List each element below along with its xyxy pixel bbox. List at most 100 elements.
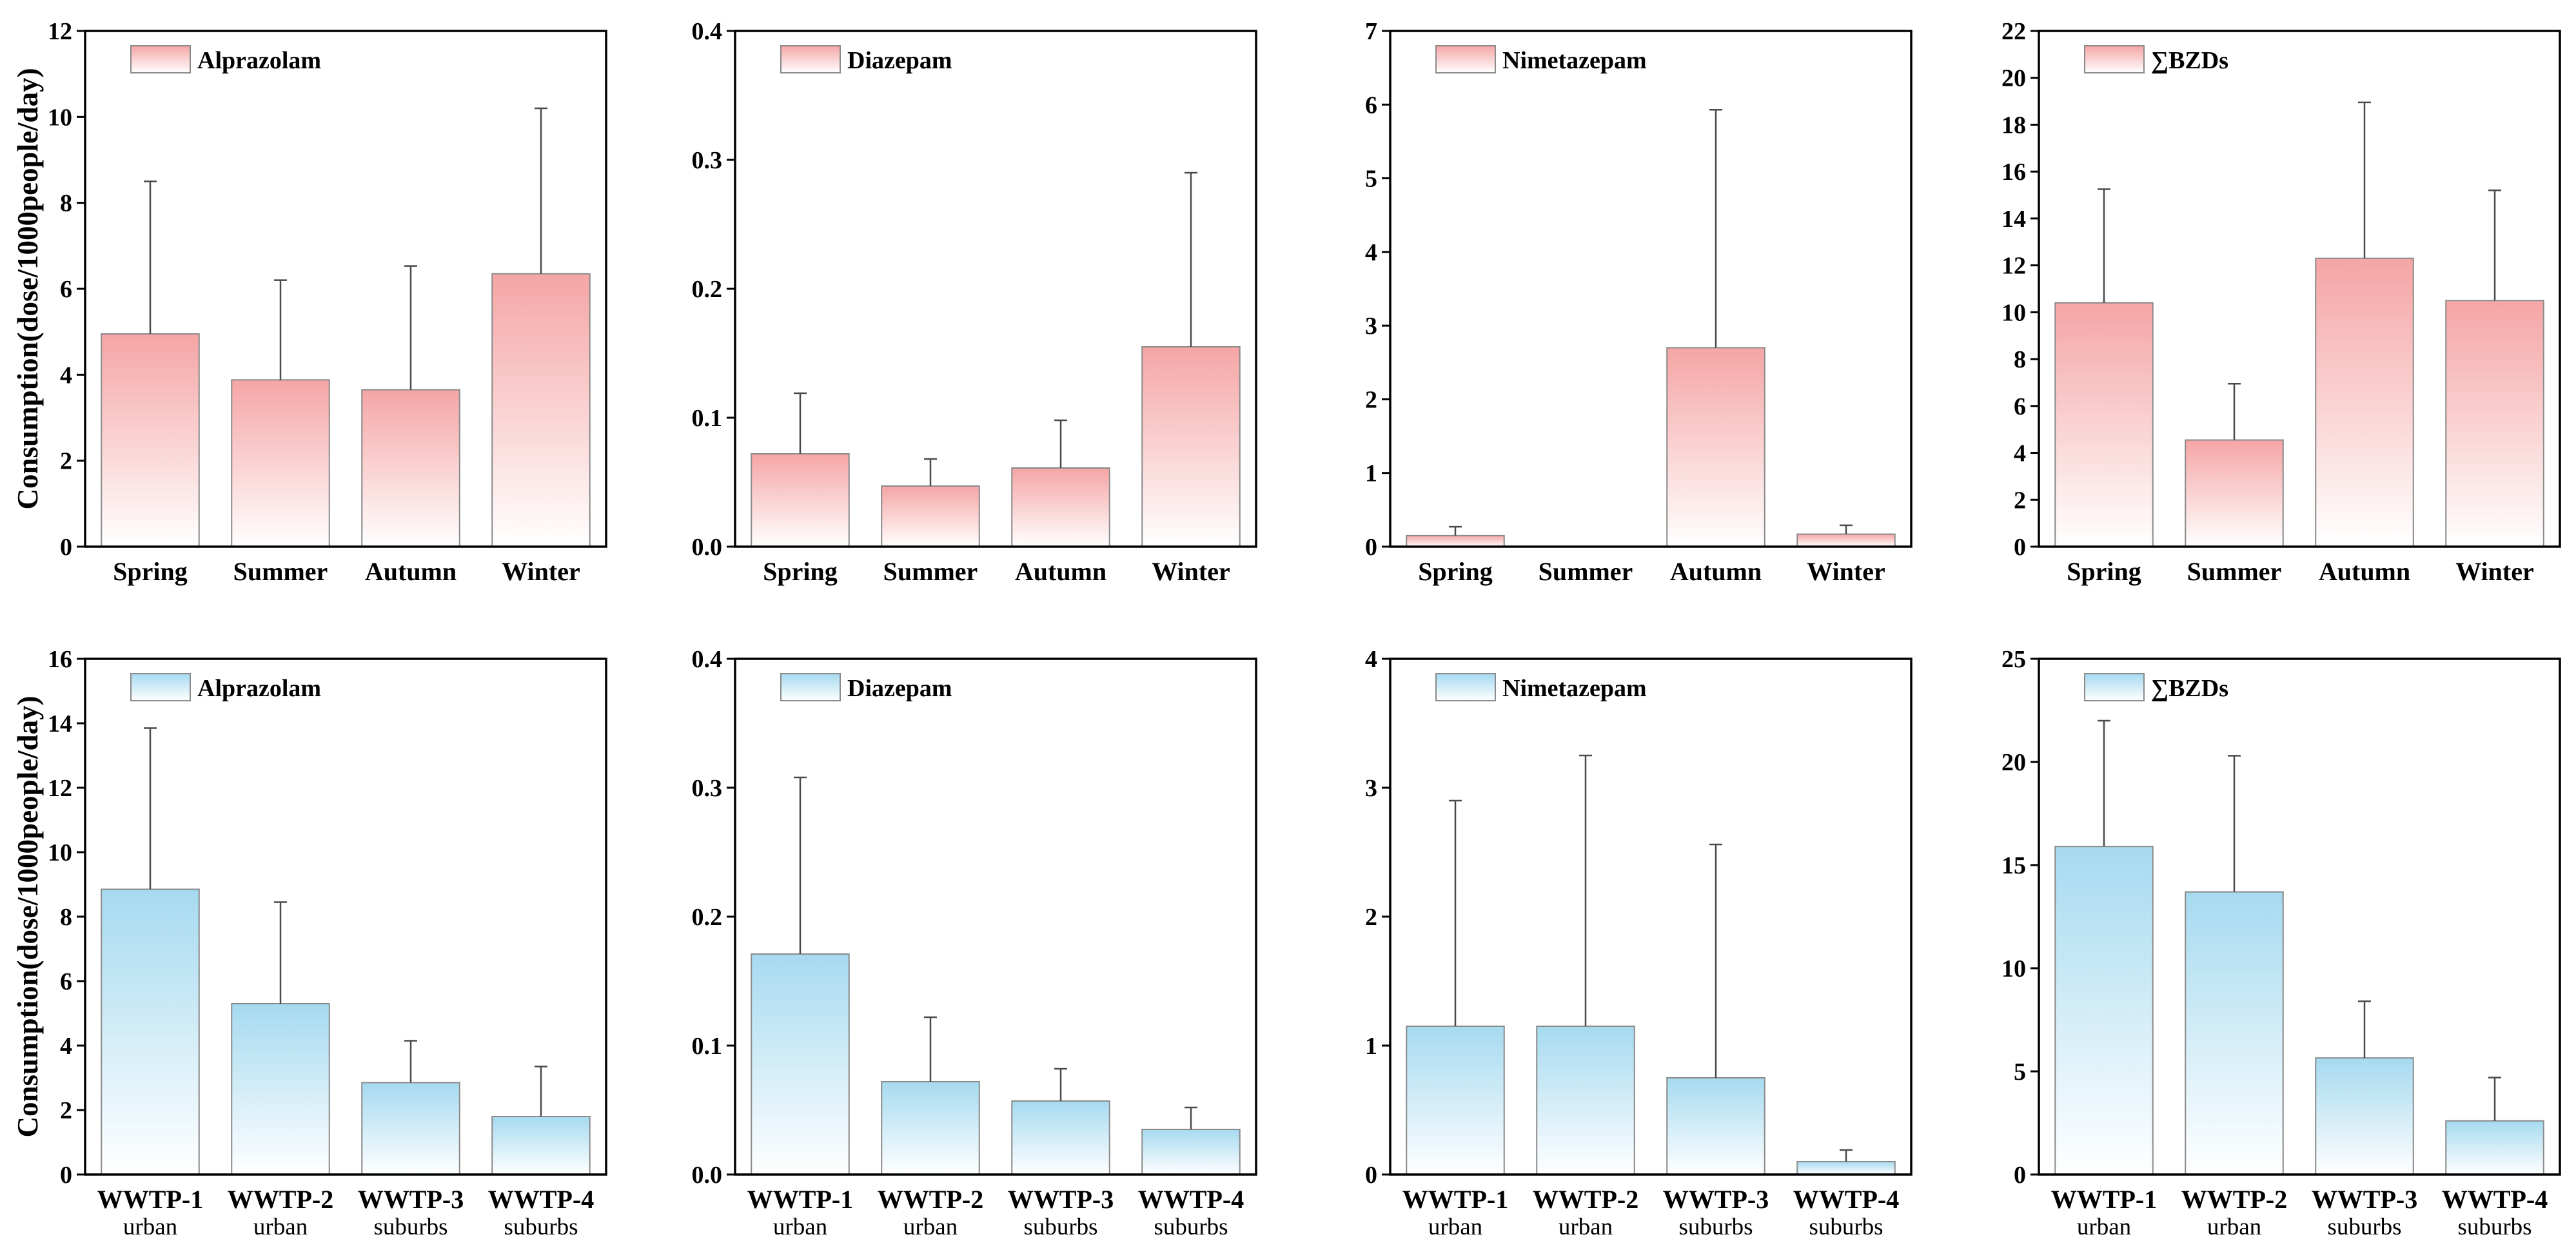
bar-alprazolam-wwtp-4 <box>491 1116 591 1175</box>
plot-frame <box>84 30 607 548</box>
bar-nimetazepam-wwtp-1 <box>1406 1026 1505 1175</box>
y-tick-label: 5 <box>1365 166 1377 193</box>
bar-alprazolam-wwtp-3 <box>361 1082 460 1175</box>
y-tick-label: 10 <box>48 104 72 131</box>
legend-swatch <box>1435 45 1496 73</box>
bar-nimetazepam-wwtp-2 <box>1536 1026 1635 1175</box>
panel-5-alprazolam: WWTP-1urbanWWTP-2urbanWWTP-3suburbsWWTP-… <box>12 646 607 1240</box>
x-tick-label-winter: Winter <box>1807 557 1885 586</box>
bar-nimetazepam-spring <box>1406 534 1505 547</box>
x-tick-sublabel-wwtp-3: suburbs <box>2327 1214 2401 1240</box>
x-tick-label-wwtp-1: WWTP-1 <box>1402 1185 1508 1214</box>
bar-alprazolam-autumn <box>361 389 460 548</box>
bar-nimetazepam-wwtp-4 <box>1796 1161 1896 1175</box>
legend-label: Diazepam <box>847 47 952 74</box>
x-tick-label-wwtp-4: WWTP-4 <box>488 1185 594 1214</box>
bar-nimetazepam-autumn <box>1666 347 1765 548</box>
x-tick-label-wwtp-2: WWTP-2 <box>878 1185 983 1214</box>
y-tick-label: 0 <box>1365 534 1377 561</box>
y-tick-label: 25 <box>2001 646 2026 673</box>
y-tick-label: 0.2 <box>692 904 723 931</box>
y-tick-label: 15 <box>2001 852 2026 879</box>
x-tick-sublabel-wwtp-1: urban <box>2077 1214 2131 1240</box>
x-tick-label-wwtp-3: WWTP-3 <box>1008 1185 1114 1214</box>
x-tick-label-winter: Winter <box>502 557 580 586</box>
bar-diazepam-wwtp-2 <box>881 1081 980 1175</box>
bar-nimetazepam-winter <box>1796 533 1896 547</box>
y-tick-label: 18 <box>2001 112 2026 139</box>
x-tick-sublabel-wwtp-4: suburbs <box>2457 1214 2532 1240</box>
x-tick-label-autumn: Autumn <box>1670 557 1762 586</box>
y-tick-label: 0 <box>60 534 72 561</box>
legend-swatch <box>2084 45 2145 73</box>
legend-swatch <box>1435 673 1496 701</box>
legend-label: Alprazolam <box>197 47 321 74</box>
legend-label: Nimetazepam <box>1502 675 1647 702</box>
x-tick-label-spring: Spring <box>2067 557 2141 586</box>
y-tick-label: 0.4 <box>692 18 723 45</box>
plot-frame <box>2038 30 2561 548</box>
x-tick-label-wwtp-1: WWTP-1 <box>747 1185 853 1214</box>
x-tick-label-wwtp-2: WWTP-2 <box>228 1185 333 1214</box>
x-tick-label-summer: Summer <box>2187 557 2282 586</box>
y-tick-label: 2 <box>1365 904 1377 931</box>
bar-diazepam-summer <box>881 485 980 547</box>
y-tick-label: 1 <box>1365 1033 1377 1060</box>
y-tick-label: 4 <box>60 362 72 389</box>
bar-diazepam-winter <box>1141 346 1241 547</box>
x-tick-label-wwtp-2: WWTP-2 <box>2181 1185 2287 1214</box>
y-tick-label: 10 <box>2001 299 2026 326</box>
x-tick-label-wwtp-3: WWTP-3 <box>1663 1185 1769 1214</box>
y-tick-label: 6 <box>60 968 72 995</box>
y-tick-label: 3 <box>1365 313 1377 340</box>
y-tick-label: 2 <box>60 448 72 475</box>
y-tick-label: 0.3 <box>692 147 723 174</box>
y-tick-label: 10 <box>48 839 72 866</box>
x-tick-sublabel-wwtp-4: suburbs <box>504 1214 578 1240</box>
legend-label: Diazepam <box>847 675 952 702</box>
bar-alprazolam-wwtp-1 <box>101 888 200 1175</box>
y-tick-label: 4 <box>1365 239 1377 266</box>
plot-frame <box>1389 30 1912 548</box>
y-tick-label: 16 <box>2001 159 2026 186</box>
legend-label: Nimetazepam <box>1502 47 1647 74</box>
y-axis-label: Consumption(dose/1000people/day) <box>12 696 44 1137</box>
x-tick-label-wwtp-1: WWTP-1 <box>2051 1185 2157 1214</box>
x-tick-label-spring: Spring <box>1418 557 1493 586</box>
y-tick-label: 7 <box>1365 18 1377 45</box>
panel-7-nimetazepam: WWTP-1urbanWWTP-2urbanWWTP-3suburbsWWTP-… <box>1365 646 1912 1240</box>
x-tick-label-wwtp-4: WWTP-4 <box>2442 1185 2548 1214</box>
plot-frame <box>1389 658 1912 1176</box>
x-tick-label-wwtp-3: WWTP-3 <box>358 1185 464 1214</box>
x-tick-label-winter: Winter <box>2455 557 2533 586</box>
y-tick-label: 2 <box>2014 487 2026 514</box>
legend-swatch <box>780 673 841 701</box>
legend-label: ∑BZDs <box>2151 675 2228 702</box>
y-tick-label: 20 <box>2001 749 2026 776</box>
y-tick-label: 4 <box>1365 646 1377 673</box>
y-tick-label: 1 <box>1365 460 1377 487</box>
y-tick-label: 8 <box>2014 346 2026 373</box>
y-axis-label: Consumption(dose/1000people/day) <box>12 68 44 509</box>
x-tick-sublabel-wwtp-1: urban <box>773 1214 827 1240</box>
x-tick-label-summer: Summer <box>233 557 328 586</box>
x-tick-label-wwtp-4: WWTP-4 <box>1793 1185 1899 1214</box>
x-tick-sublabel-wwtp-3: suburbs <box>1678 1214 1753 1240</box>
x-tick-sublabel-wwtp-2: urban <box>2207 1214 2261 1240</box>
bar-nimetazepam-wwtp-3 <box>1666 1077 1765 1175</box>
y-tick-label: 0.1 <box>692 405 723 432</box>
x-tick-sublabel-wwtp-2: urban <box>1558 1214 1613 1240</box>
y-tick-label: 12 <box>48 775 72 802</box>
bar-diazepam-wwtp-3 <box>1011 1100 1110 1175</box>
y-tick-label: 12 <box>2001 253 2026 280</box>
y-tick-label: 5 <box>2014 1058 2026 1086</box>
y-tick-label: 0 <box>1365 1162 1377 1189</box>
x-tick-sublabel-wwtp-4: suburbs <box>1154 1214 1228 1240</box>
y-tick-label: 0.0 <box>692 1162 723 1189</box>
panel-6-diazepam: WWTP-1urbanWWTP-2urbanWWTP-3suburbsWWTP-… <box>692 646 1257 1240</box>
y-tick-label: 0.0 <box>692 534 723 561</box>
y-tick-label: 0.3 <box>692 775 723 802</box>
bar-diazepam-wwtp-4 <box>1141 1129 1241 1175</box>
y-tick-label: 14 <box>2001 206 2026 233</box>
bar-sum-bzds-spring <box>2054 302 2154 547</box>
